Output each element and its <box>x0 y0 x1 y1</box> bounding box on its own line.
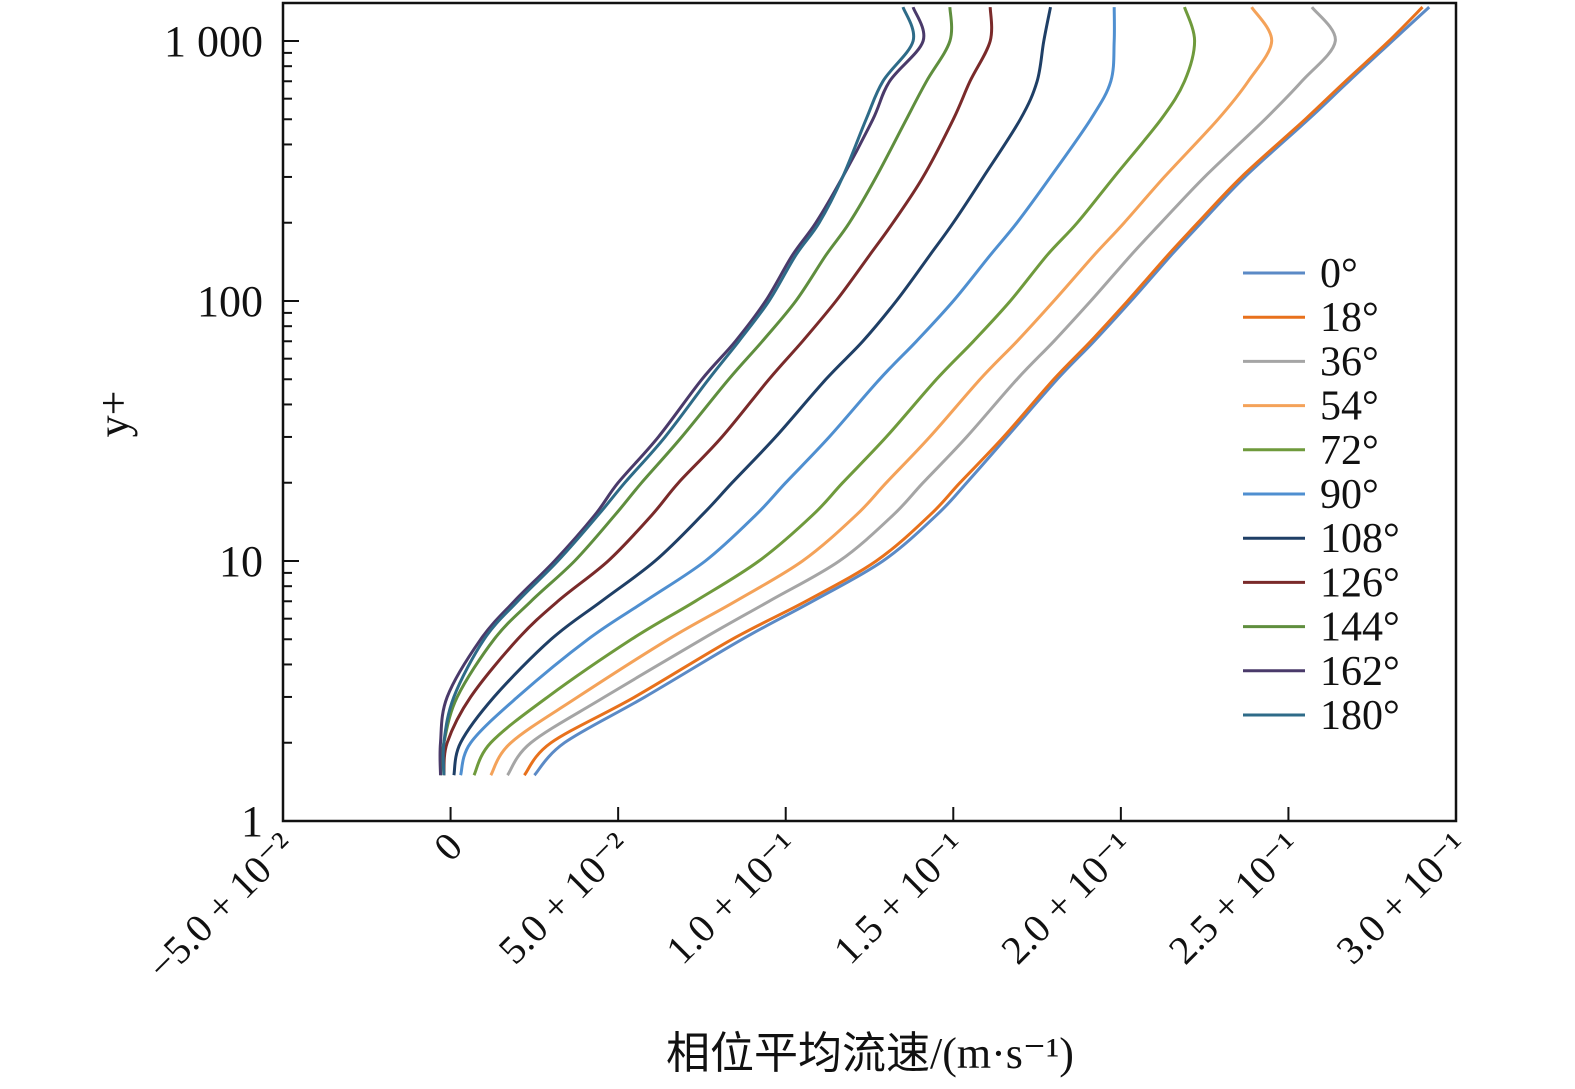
x-tick-label: 1.0 + 10⁻¹ <box>657 824 806 973</box>
series-line-6 <box>452 6 1052 776</box>
series-line-3 <box>489 6 1274 776</box>
series-line-4 <box>472 6 1197 776</box>
x-tick-label: −5.0 + 10⁻² <box>138 824 303 989</box>
series-line-1 <box>523 6 1424 777</box>
y-tick-label: 100 <box>197 277 263 326</box>
y-tick-label: 10 <box>219 537 263 586</box>
legend-label: 54° <box>1320 384 1379 430</box>
legend: 0°18°36°54°72°90°108°126°144°162°180° <box>1243 251 1400 739</box>
legend-label: 36° <box>1320 339 1379 385</box>
series-line-9 <box>438 6 926 776</box>
legend-label: 126° <box>1320 560 1400 606</box>
y-axis-label: y+ <box>89 391 138 438</box>
series-line-2 <box>506 6 1337 777</box>
y-tick-label: 1 <box>241 797 263 846</box>
series-line-5 <box>459 7 1116 776</box>
x-tick-label: 2.5 + 10⁻¹ <box>1160 824 1309 973</box>
legend-label: 0° <box>1320 251 1358 297</box>
series-line-0 <box>533 5 1431 777</box>
legend-label: 162° <box>1320 649 1400 695</box>
x-axis-label: 相位平均流速/(m·s⁻¹) <box>666 1029 1074 1078</box>
x-tick-label: 0 <box>425 824 471 870</box>
y-axis: 1 10 100 1 000 <box>164 17 299 846</box>
x-tick-label: 1.5 + 10⁻¹ <box>825 824 974 973</box>
series-line-7 <box>442 7 994 776</box>
legend-label: 90° <box>1320 472 1379 518</box>
legend-label: 180° <box>1320 693 1400 739</box>
legend-label: 144° <box>1320 605 1400 651</box>
legend-label: 108° <box>1320 516 1400 562</box>
x-tick-label: 5.0 + 10⁻² <box>490 824 639 973</box>
x-tick-label: 3.0 + 10⁻¹ <box>1327 824 1476 973</box>
series-layer <box>438 5 1431 777</box>
series-line-10 <box>441 6 916 776</box>
x-axis: −5.0 + 10⁻² 0 5.0 + 10⁻² 1.0 + 10⁻¹ 1.5 + 10… <box>138 807 1476 988</box>
series-line-8 <box>439 7 954 776</box>
legend-label: 18° <box>1320 295 1379 341</box>
plot-frame <box>281 1 1458 823</box>
x-tick-label: 2.0 + 10⁻¹ <box>992 824 1141 973</box>
y-tick-label: 1 000 <box>164 17 263 66</box>
legend-label: 72° <box>1320 428 1379 474</box>
